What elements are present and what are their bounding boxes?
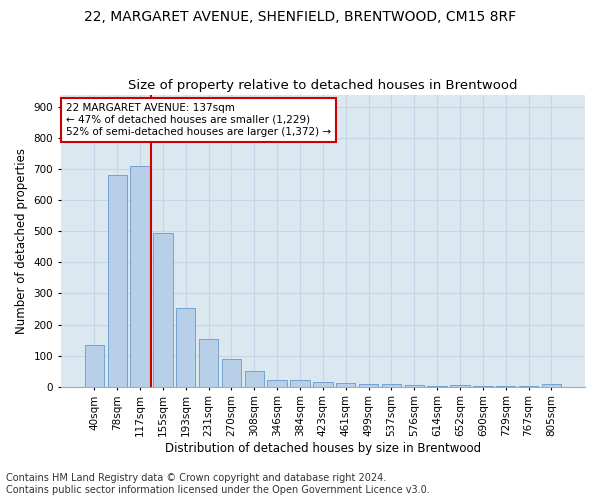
Bar xyxy=(107,176,127,386)
Bar xyxy=(542,384,561,386)
Title: Size of property relative to detached houses in Brentwood: Size of property relative to detached ho… xyxy=(128,79,518,92)
Bar xyxy=(336,383,355,386)
Bar xyxy=(199,339,218,386)
Text: 22 MARGARET AVENUE: 137sqm
← 47% of detached houses are smaller (1,229)
52% of s: 22 MARGARET AVENUE: 137sqm ← 47% of deta… xyxy=(66,104,331,136)
Bar xyxy=(313,382,332,386)
Bar xyxy=(359,384,379,386)
Bar xyxy=(153,234,173,386)
Bar xyxy=(222,360,241,386)
Bar xyxy=(290,380,310,386)
Bar xyxy=(245,371,264,386)
Text: 22, MARGARET AVENUE, SHENFIELD, BRENTWOOD, CM15 8RF: 22, MARGARET AVENUE, SHENFIELD, BRENTWOO… xyxy=(84,10,516,24)
Bar xyxy=(130,166,150,386)
Bar xyxy=(404,385,424,386)
Text: Contains HM Land Registry data © Crown copyright and database right 2024.
Contai: Contains HM Land Registry data © Crown c… xyxy=(6,474,430,495)
Y-axis label: Number of detached properties: Number of detached properties xyxy=(15,148,28,334)
X-axis label: Distribution of detached houses by size in Brentwood: Distribution of detached houses by size … xyxy=(165,442,481,455)
Bar xyxy=(382,384,401,386)
Bar xyxy=(85,344,104,387)
Bar xyxy=(268,380,287,386)
Bar xyxy=(176,308,196,386)
